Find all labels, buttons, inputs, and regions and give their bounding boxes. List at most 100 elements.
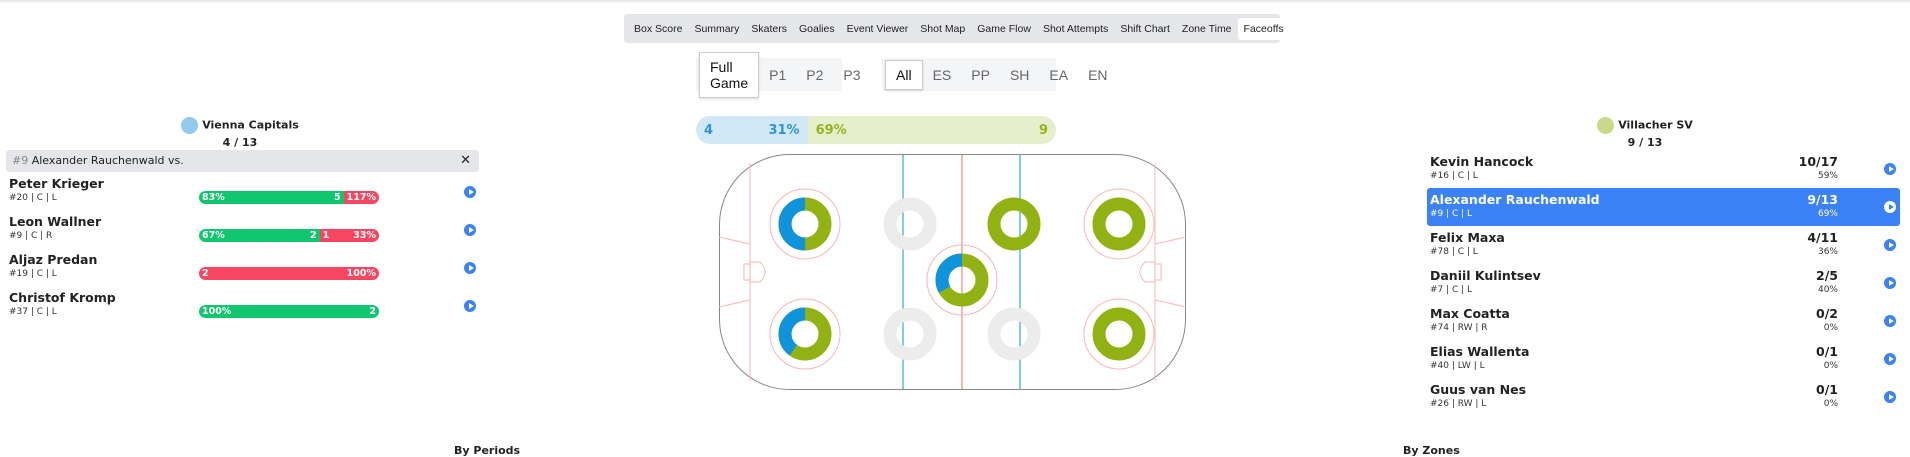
player-info: #37 | C | L bbox=[9, 307, 57, 317]
player-name: Max Coatta bbox=[1430, 306, 1510, 321]
strength-filter: All ES PP SH EA EN bbox=[882, 58, 1108, 91]
away-player-row[interactable]: Kevin Hancock #16 | C | L 10/17 59% bbox=[1427, 150, 1900, 188]
tab-faceoffs[interactable]: Faceoffs bbox=[1237, 17, 1290, 40]
faceoff-pct: 40% bbox=[1817, 285, 1838, 295]
player-name: Leon Wallner bbox=[9, 214, 102, 229]
periods-option-full-game[interactable]: Full Game bbox=[699, 51, 760, 98]
play-icon[interactable] bbox=[1884, 353, 1896, 365]
play-icon[interactable] bbox=[464, 300, 476, 312]
play-icon[interactable] bbox=[1884, 201, 1896, 213]
strength-option-en[interactable]: EN bbox=[1088, 66, 1108, 83]
player-name: Kevin Hancock bbox=[1430, 154, 1534, 169]
donut-away-arc bbox=[883, 197, 937, 251]
play-icon[interactable] bbox=[1884, 239, 1896, 251]
away-count: 9 bbox=[1038, 122, 1048, 138]
faceoff-donut-right-end-bottom bbox=[1092, 307, 1146, 361]
faceoff-pct: 59% bbox=[1817, 171, 1838, 181]
win-count: 5 bbox=[334, 192, 341, 203]
player-name: Daniil Kulintsev bbox=[1430, 268, 1541, 283]
play-icon[interactable] bbox=[1884, 315, 1896, 327]
faceoff-donut-left-end-bottom bbox=[778, 307, 832, 361]
player-info: #19 | C | L bbox=[9, 269, 57, 279]
away-player-row[interactable]: Alexander Rauchenwald #9 | C | L 9/13 69% bbox=[1427, 188, 1900, 226]
away-player-row[interactable]: Felix Maxa #78 | C | L 4/11 36% bbox=[1427, 226, 1900, 264]
donut-home-arc bbox=[778, 307, 832, 361]
tab-skaters[interactable]: Skaters bbox=[751, 22, 787, 35]
tab-goalies[interactable]: Goalies bbox=[799, 22, 835, 35]
strength-option-ea[interactable]: EA bbox=[1049, 66, 1069, 83]
strength-option-es[interactable]: ES bbox=[932, 66, 952, 83]
away-player-row[interactable]: Guus van Nes #26 | RW | L 0/1 0% bbox=[1427, 378, 1900, 416]
crease-left bbox=[743, 261, 766, 283]
win-pct: 67% bbox=[202, 230, 225, 241]
period-filter: Full Game P1 P2 P3 bbox=[696, 51, 861, 98]
loss-pct: 100% bbox=[346, 268, 376, 279]
tab-shot-map[interactable]: Shot Map bbox=[920, 22, 966, 35]
faceoff-result-bar: 67% 2 1 33% bbox=[199, 229, 379, 242]
faceoff-pct: 0% bbox=[1823, 399, 1838, 409]
player-info: #20 | C | L bbox=[9, 193, 57, 203]
losses-segment: 2 100% bbox=[199, 267, 379, 280]
away-player-row[interactable]: Elias Wallenta #40 | LW | L 0/1 0% bbox=[1427, 340, 1900, 378]
home-player-row: Leon Wallner #9 | C | R 67% 2 1 33% bbox=[9, 214, 479, 252]
faceoff-pct: 0% bbox=[1823, 361, 1838, 371]
play-icon[interactable] bbox=[464, 262, 476, 274]
strength-option-pp[interactable]: PP bbox=[971, 66, 990, 83]
player-info: #78 | C | L bbox=[1430, 247, 1478, 257]
faceoff-ratio: 4/11 bbox=[1807, 230, 1838, 245]
periods-option-p2[interactable]: P2 bbox=[806, 66, 824, 83]
player-name: Peter Krieger bbox=[9, 176, 104, 191]
player-name: Christof Kromp bbox=[9, 290, 116, 305]
away-player-row[interactable]: Max Coatta #74 | RW | R 0/2 0% bbox=[1427, 302, 1900, 340]
home-record: 4 / 13 bbox=[222, 136, 258, 149]
team-color-dot bbox=[1597, 117, 1615, 134]
faceoff-result-bar: 83% 5 1 17% bbox=[199, 191, 379, 204]
donut-away-arc bbox=[1092, 197, 1146, 251]
periods-option-p3[interactable]: P3 bbox=[843, 66, 861, 83]
faceoff-result-bar: 2 100% bbox=[199, 267, 379, 280]
loss-count: 1 bbox=[322, 230, 330, 241]
player-info: #74 | RW | R bbox=[1430, 323, 1488, 333]
home-player-row: Christof Kromp #37 | C | L 100% 2 bbox=[9, 290, 479, 328]
losses-segment: 1 33% bbox=[319, 229, 379, 242]
play-icon[interactable] bbox=[1884, 277, 1896, 289]
tab-box-score[interactable]: Box Score bbox=[634, 22, 683, 35]
play-icon[interactable] bbox=[1884, 163, 1896, 175]
faceoff-split-bar: 4 31% 69% 9 bbox=[696, 116, 1056, 144]
strength-option-sh[interactable]: SH bbox=[1009, 66, 1030, 83]
player-info: #7 | C | L bbox=[1430, 285, 1473, 295]
faceoff-donut-right-end-top bbox=[1092, 197, 1146, 251]
faceoff-pct: 36% bbox=[1817, 247, 1838, 257]
tab-zone-time[interactable]: Zone Time bbox=[1181, 22, 1232, 35]
tab-event-viewer[interactable]: Event Viewer bbox=[846, 22, 909, 35]
tab-game-flow[interactable]: Game Flow bbox=[977, 22, 1031, 35]
top-shadow bbox=[0, 0, 1910, 4]
strength-option-all[interactable]: All bbox=[885, 59, 923, 90]
faceoff-ratio: 0/2 bbox=[1816, 306, 1838, 321]
rink-faceoff-map bbox=[719, 154, 1186, 390]
team-color-dot bbox=[181, 117, 199, 134]
tab-summary[interactable]: Summary bbox=[694, 22, 740, 35]
player-name: Guus van Nes bbox=[1430, 382, 1527, 397]
home-team-name: Vienna Capitals bbox=[202, 118, 299, 132]
close-icon[interactable]: ✕ bbox=[460, 153, 471, 168]
play-icon[interactable] bbox=[1884, 391, 1896, 403]
faceoff-result-bar: 100% 2 bbox=[199, 305, 379, 318]
donut-home-arc bbox=[778, 197, 832, 251]
donut-home-arc bbox=[935, 253, 989, 307]
away-record: 9 / 13 bbox=[1627, 136, 1663, 149]
win-pct: 100% bbox=[202, 306, 232, 317]
player-info: #9 | C | R bbox=[9, 231, 53, 241]
donut-away-arc bbox=[987, 307, 1041, 361]
play-icon[interactable] bbox=[464, 186, 476, 198]
home-team-header: Vienna Capitals 4 / 13 bbox=[140, 117, 340, 149]
tab-shift-chart[interactable]: Shift Chart bbox=[1120, 22, 1170, 35]
faceoff-donut-left-neutral-top bbox=[883, 197, 937, 251]
periods-option-p1[interactable]: P1 bbox=[769, 66, 787, 83]
play-icon[interactable] bbox=[464, 224, 476, 236]
player-name: Felix Maxa bbox=[1430, 230, 1505, 245]
donut-away-arc bbox=[987, 197, 1041, 251]
tab-shot-attempts[interactable]: Shot Attempts bbox=[1042, 22, 1109, 35]
home-pct: 31% bbox=[768, 122, 800, 138]
away-player-row[interactable]: Daniil Kulintsev #7 | C | L 2/5 40% bbox=[1427, 264, 1900, 302]
